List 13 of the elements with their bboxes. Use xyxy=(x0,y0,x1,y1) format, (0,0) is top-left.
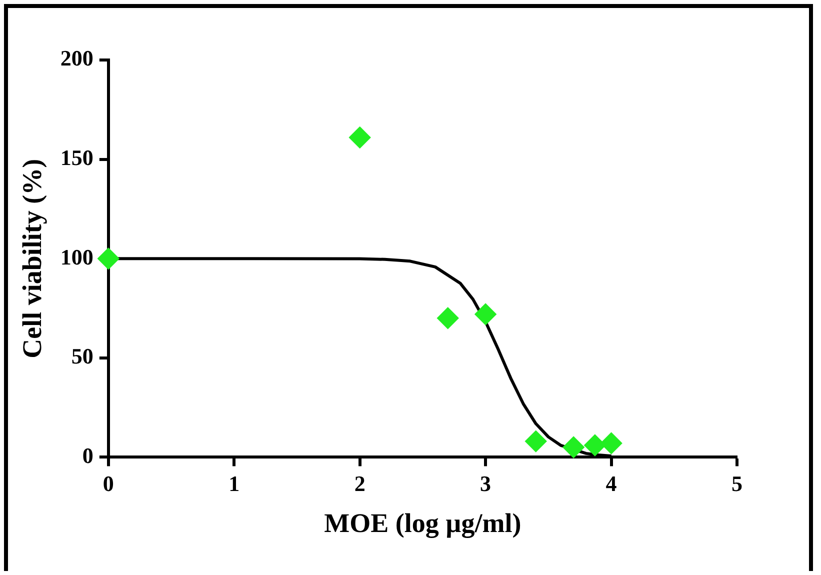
y-tick-label: 150 xyxy=(60,144,94,170)
x-tick-label: 5 xyxy=(732,471,742,496)
x-tick-label: 4 xyxy=(606,471,617,496)
y-tick-label: 0 xyxy=(82,442,94,468)
x-axis-title: MOE (log µg/ml) xyxy=(324,508,522,538)
x-tick-label: 0 xyxy=(102,471,114,496)
y-axis-title: Cell viability (%) xyxy=(17,158,48,358)
y-tick-label: 100 xyxy=(60,244,94,270)
x-tick-label: 3 xyxy=(480,471,492,496)
x-tick-label: 1 xyxy=(228,471,240,496)
y-tick-label: 200 xyxy=(60,46,94,71)
x-tick-label: 2 xyxy=(354,471,366,496)
y-tick-label: 50 xyxy=(71,344,94,369)
